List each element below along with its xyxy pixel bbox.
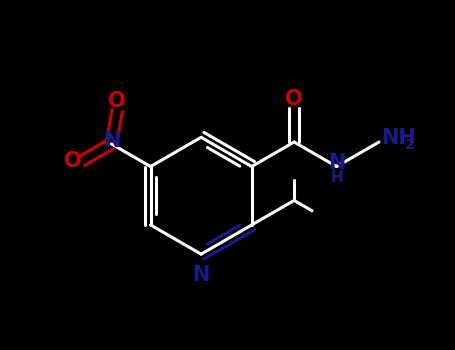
Text: N: N xyxy=(328,153,345,173)
Text: O: O xyxy=(285,89,303,109)
Text: N: N xyxy=(103,131,120,151)
Text: NH: NH xyxy=(381,128,415,148)
Text: O: O xyxy=(64,151,81,171)
Text: N: N xyxy=(192,265,209,285)
Text: 2: 2 xyxy=(404,138,415,152)
Text: H: H xyxy=(330,169,343,184)
Text: O: O xyxy=(108,91,126,111)
